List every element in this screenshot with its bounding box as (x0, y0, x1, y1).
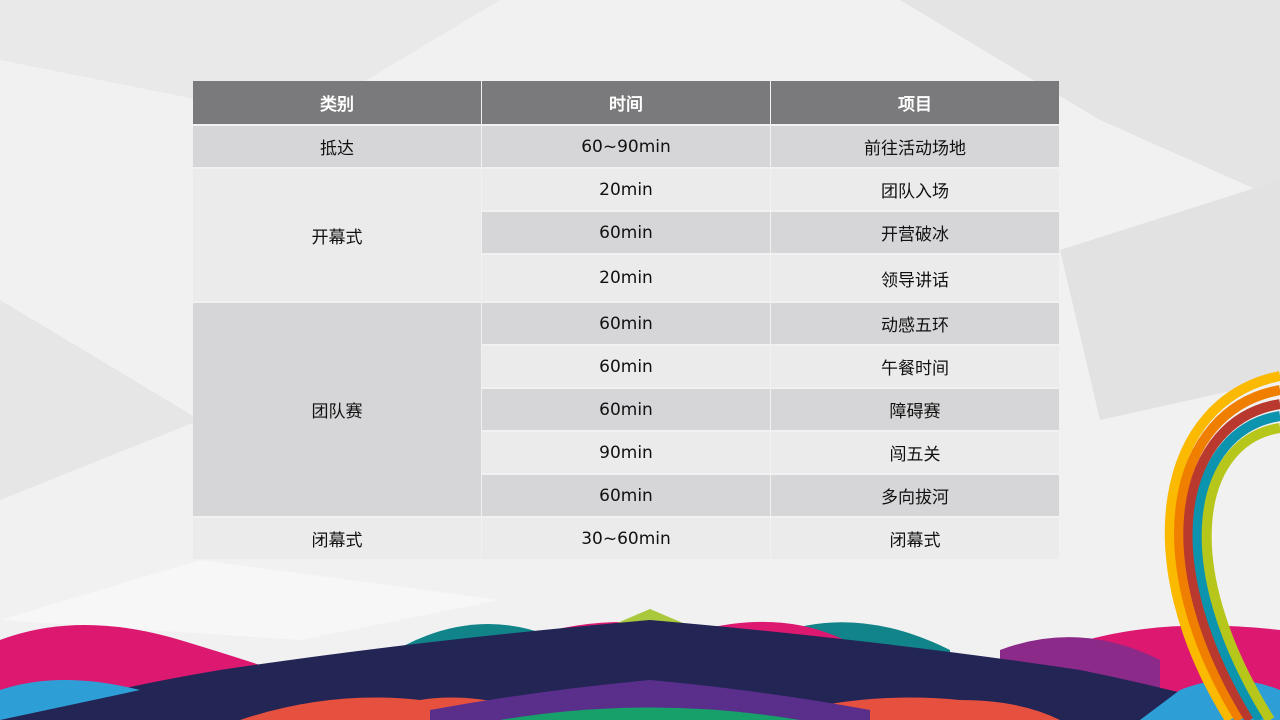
table-row: 20min 领导讲话 (193, 255, 1059, 301)
header-item: 项目 (771, 81, 1059, 124)
wave-decoration (0, 609, 1280, 720)
item-cell: 障碍赛 (771, 389, 1059, 430)
table-row: 60min 开营破冰 (193, 212, 1059, 253)
header-category: 类别 (193, 81, 481, 124)
item-cell: 闯五关 (771, 432, 1059, 473)
item-cell: 领导讲话 (771, 255, 1059, 301)
item-cell: 午餐时间 (771, 346, 1059, 387)
category-cell: 团队赛 (193, 303, 481, 516)
item-cell: 前往活动场地 (771, 126, 1059, 167)
table-row: 抵达 60~90min 前往活动场地 (193, 126, 1059, 167)
table-row: 60min 多向拔河 (193, 475, 1059, 516)
category-cell: 闭幕式 (193, 518, 481, 559)
time-cell: 20min (482, 255, 770, 301)
table-row: 60min 午餐时间 (193, 346, 1059, 387)
category-cell: 抵达 (193, 126, 481, 167)
item-cell: 开营破冰 (771, 212, 1059, 253)
time-cell: 30~60min (482, 518, 770, 559)
table-row: 90min 闯五关 (193, 432, 1059, 473)
time-cell: 20min (482, 169, 770, 210)
header-time: 时间 (482, 81, 770, 124)
item-cell: 团队入场 (771, 169, 1059, 210)
schedule-table: 类别 时间 项目 抵达 60~90min 前往活动场地 开幕式 20min 团队… (192, 79, 1060, 561)
time-cell: 60min (482, 389, 770, 430)
time-cell: 90min (482, 432, 770, 473)
rainbow-arc-decoration (1164, 371, 1280, 720)
item-cell: 闭幕式 (771, 518, 1059, 559)
table-header-row: 类别 时间 项目 (193, 81, 1059, 124)
time-cell: 60~90min (482, 126, 770, 167)
category-cell: 开幕式 (193, 169, 481, 301)
table-row: 60min 障碍赛 (193, 389, 1059, 430)
item-cell: 动感五环 (771, 303, 1059, 344)
table-row: 开幕式 20min 团队入场 (193, 169, 1059, 301)
item-cell: 多向拔河 (771, 475, 1059, 516)
time-cell: 60min (482, 303, 770, 344)
time-cell: 60min (482, 212, 770, 253)
time-cell: 60min (482, 346, 770, 387)
time-cell: 60min (482, 475, 770, 516)
table-row: 闭幕式 30~60min 闭幕式 (193, 518, 1059, 559)
table-row: 团队赛 60min 动感五环 (193, 303, 1059, 516)
